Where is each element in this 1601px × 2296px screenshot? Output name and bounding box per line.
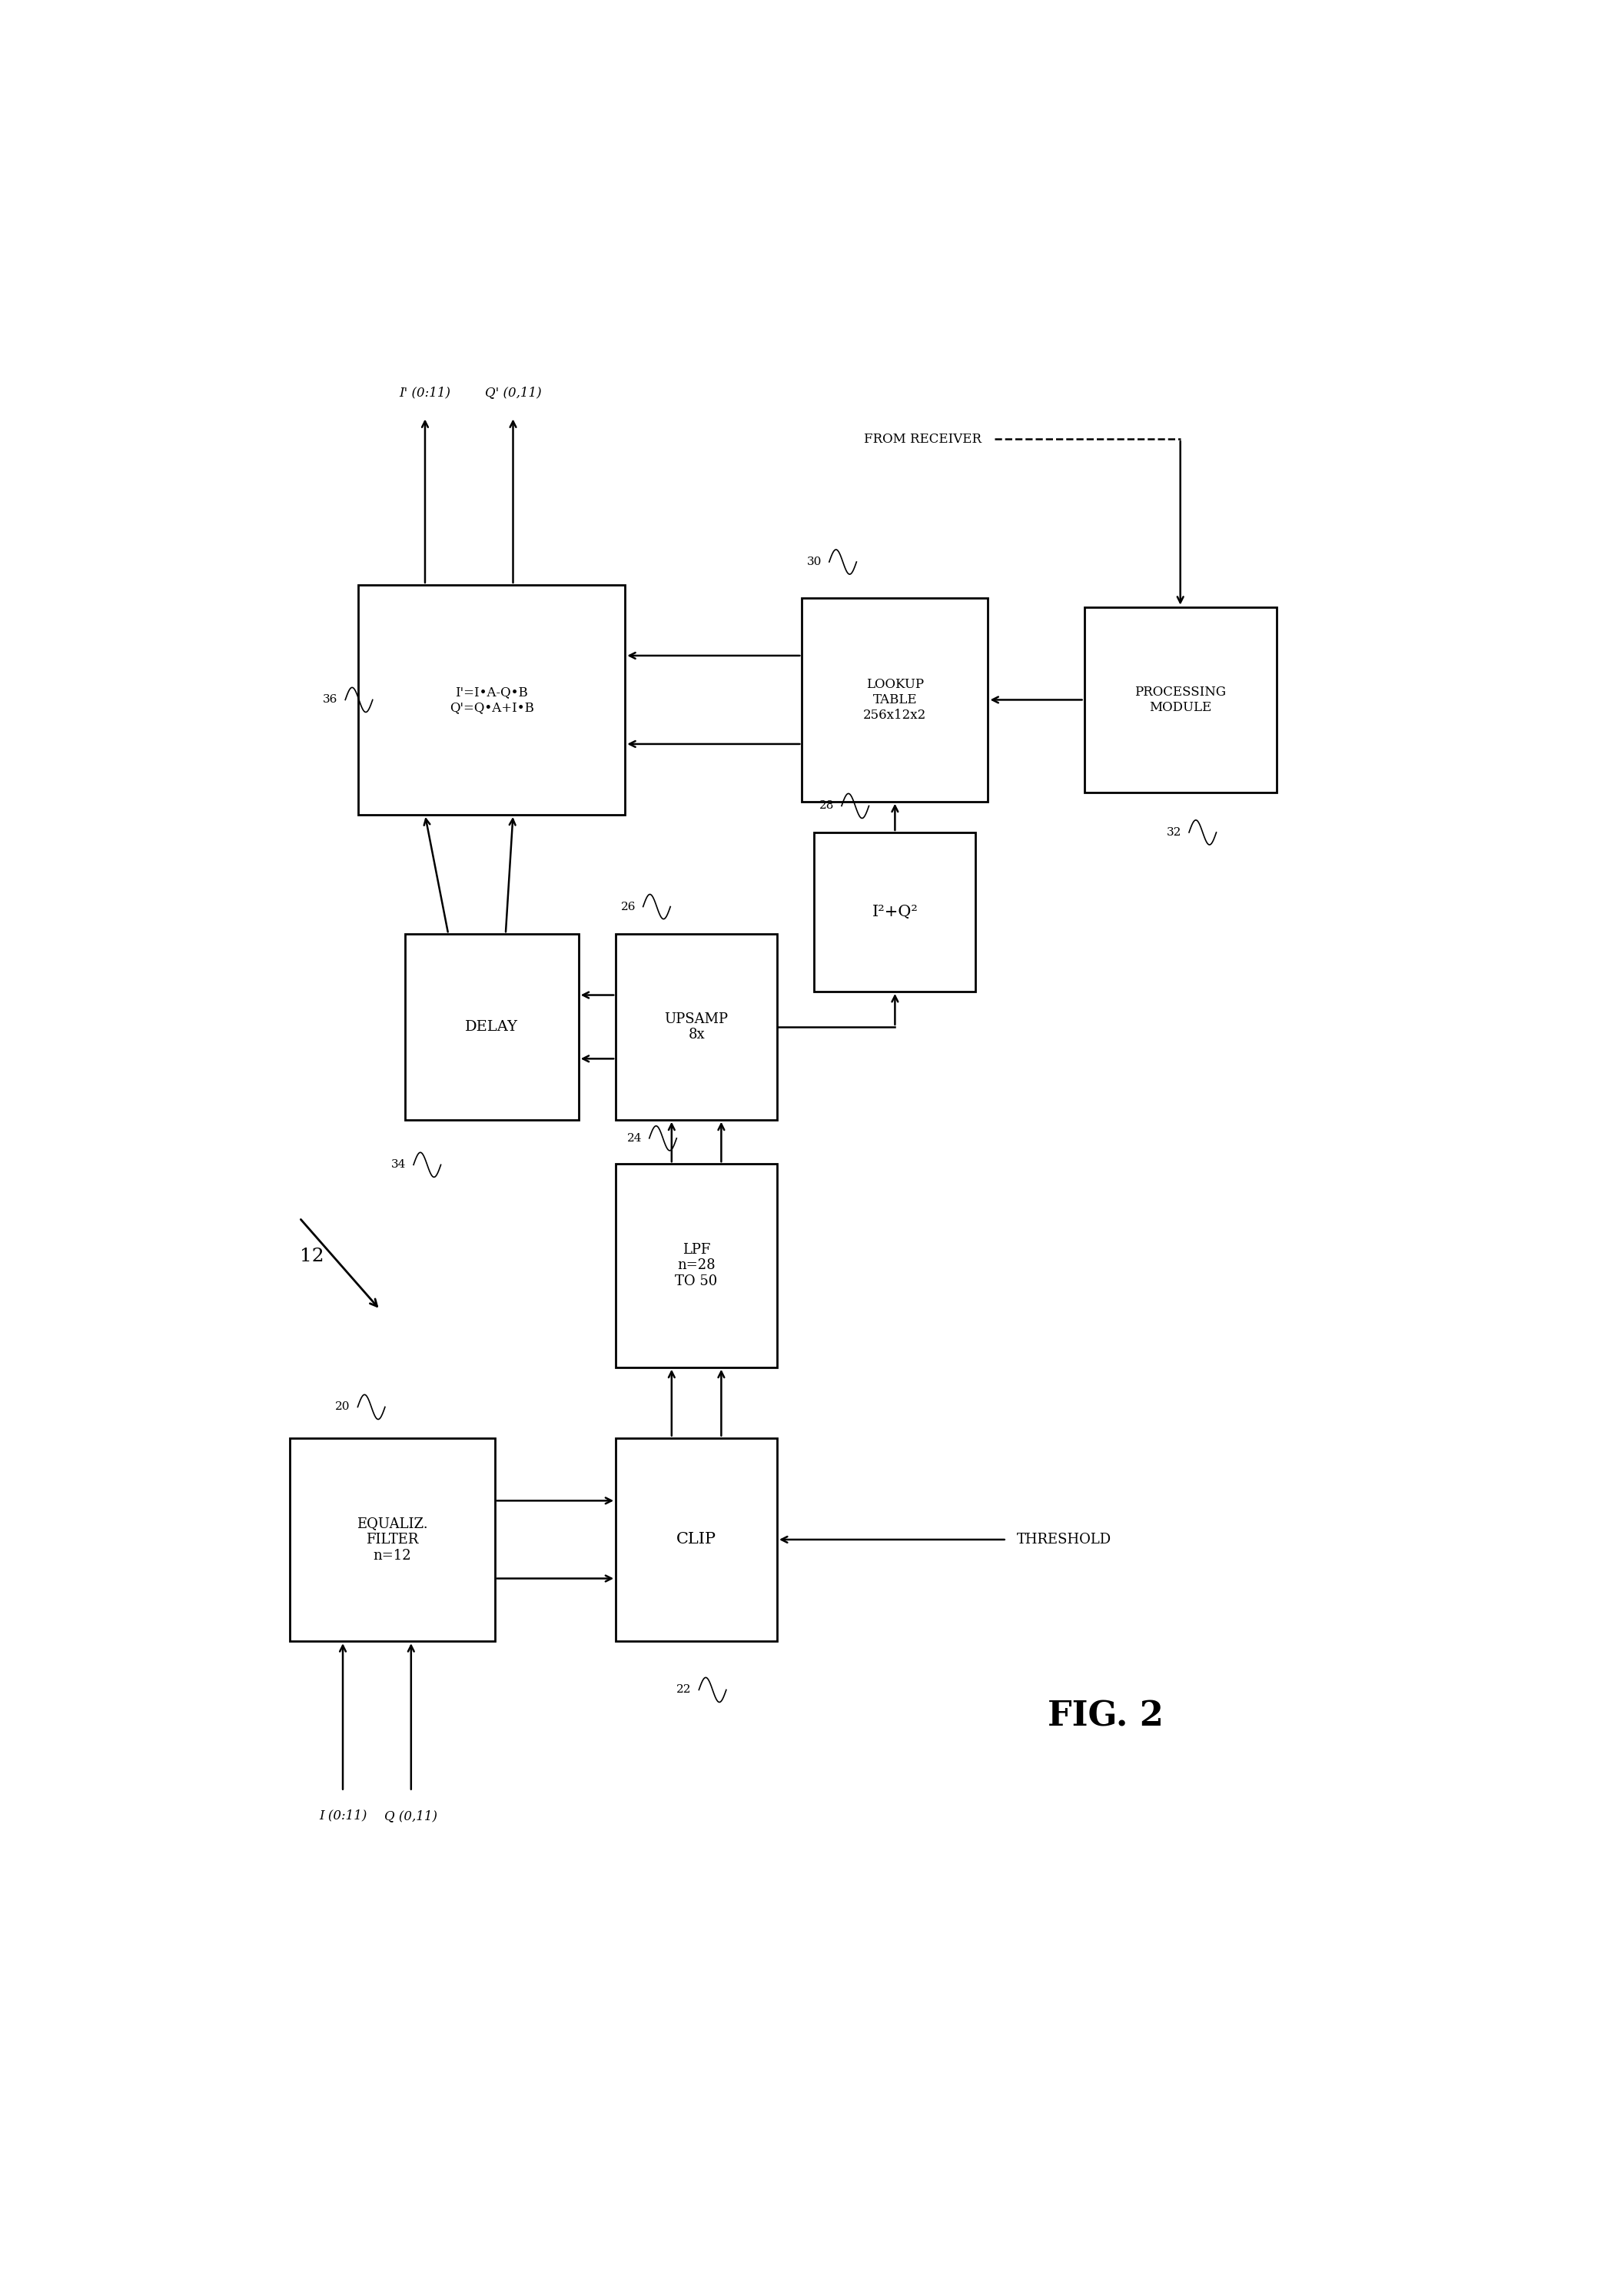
Text: 34: 34 bbox=[391, 1159, 407, 1171]
Bar bbox=[802, 599, 988, 801]
Text: I²+Q²: I²+Q² bbox=[873, 905, 917, 918]
Text: 32: 32 bbox=[1167, 827, 1182, 838]
Text: LOOKUP
TABLE
256x12x2: LOOKUP TABLE 256x12x2 bbox=[863, 677, 927, 721]
Text: FIG. 2: FIG. 2 bbox=[1049, 1699, 1164, 1733]
Text: 36: 36 bbox=[323, 693, 338, 705]
Text: CLIP: CLIP bbox=[677, 1531, 716, 1548]
Bar bbox=[405, 934, 578, 1120]
Bar bbox=[616, 934, 776, 1120]
Bar bbox=[359, 585, 624, 815]
Text: EQUALIZ.
FILTER
n=12: EQUALIZ. FILTER n=12 bbox=[357, 1518, 427, 1564]
Bar bbox=[1084, 606, 1276, 792]
Text: I'=I•A-Q•B
Q'=Q•A+I•B: I'=I•A-Q•B Q'=Q•A+I•B bbox=[450, 687, 533, 714]
Text: I' (0:11): I' (0:11) bbox=[399, 386, 451, 400]
Bar bbox=[616, 1164, 776, 1366]
Text: 12: 12 bbox=[299, 1247, 323, 1265]
Text: FROM RECEIVER: FROM RECEIVER bbox=[865, 432, 981, 445]
Text: UPSAMP
8x: UPSAMP 8x bbox=[664, 1013, 728, 1042]
Text: 20: 20 bbox=[335, 1401, 351, 1412]
Text: Q' (0,11): Q' (0,11) bbox=[485, 386, 541, 400]
Text: DELAY: DELAY bbox=[466, 1019, 519, 1033]
Bar bbox=[290, 1437, 495, 1642]
Text: 22: 22 bbox=[677, 1685, 692, 1694]
Text: 30: 30 bbox=[807, 556, 821, 567]
Text: I (0:11): I (0:11) bbox=[319, 1809, 367, 1823]
Text: THRESHOLD: THRESHOLD bbox=[1017, 1534, 1111, 1548]
Bar bbox=[815, 833, 975, 992]
Text: LPF
n=28
TO 50: LPF n=28 TO 50 bbox=[676, 1242, 717, 1288]
Text: 26: 26 bbox=[621, 902, 636, 912]
Text: PROCESSING
MODULE: PROCESSING MODULE bbox=[1135, 687, 1226, 714]
Text: 24: 24 bbox=[628, 1132, 642, 1143]
Bar bbox=[616, 1437, 776, 1642]
Text: Q (0,11): Q (0,11) bbox=[384, 1809, 437, 1823]
Text: 28: 28 bbox=[820, 801, 834, 810]
